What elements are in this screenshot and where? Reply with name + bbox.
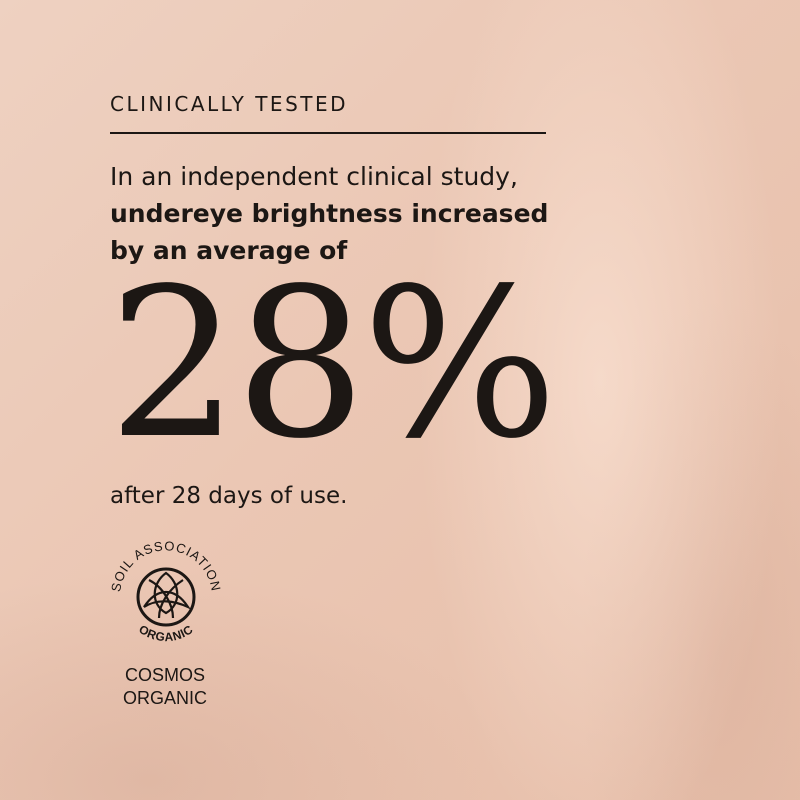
divider [110, 132, 546, 134]
certification-label: COSMOS ORGANIC [110, 664, 220, 710]
study-description: In an independent clinical study, undere… [110, 158, 630, 269]
soil-association-logo: SOIL ASSOCIATION ORGANIC [108, 538, 224, 644]
intro-text: In an independent clinical study, [110, 162, 518, 191]
cert-line-2: ORGANIC [122, 688, 207, 708]
logo-text-top: SOIL ASSOCIATION [108, 538, 223, 593]
stat-value: 28% [108, 244, 558, 484]
logo-text-bottom: ORGANIC [136, 622, 195, 644]
highlight-line-2: by an average of [110, 236, 348, 265]
cert-line-1: COSMOS [124, 665, 205, 685]
svg-text:ORGANIC: ORGANIC [136, 622, 195, 644]
highlight-line-1: undereye brightness increased [110, 199, 549, 228]
trefoil-icon [136, 567, 196, 627]
svg-text:SOIL ASSOCIATION: SOIL ASSOCIATION [108, 538, 224, 593]
footnote: after 28 days of use. [110, 483, 348, 509]
heading: CLINICALLY TESTED [110, 92, 349, 116]
